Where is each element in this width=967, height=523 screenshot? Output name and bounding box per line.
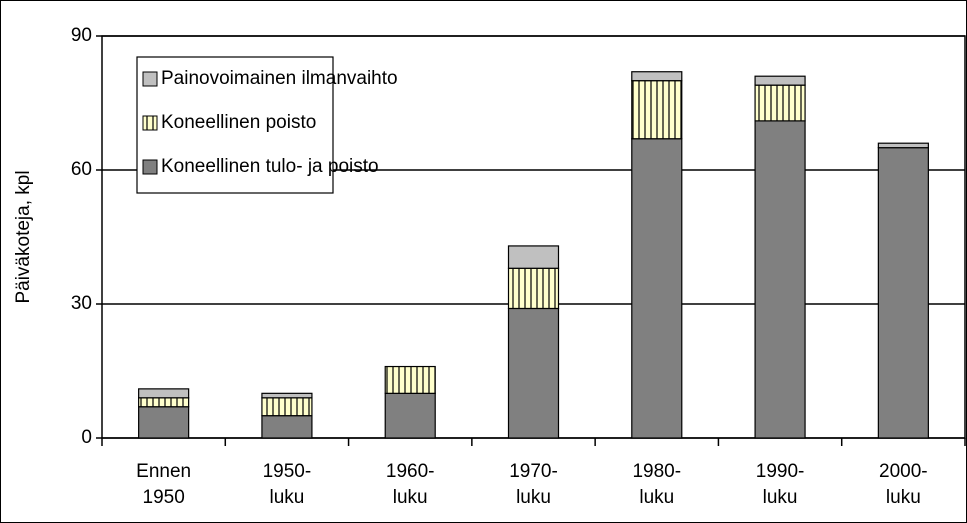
bar-segment [507, 245, 560, 269]
y-tick-label: 60 [71, 159, 92, 180]
bar-segment [384, 365, 436, 394]
y-tick-label: 90 [71, 25, 92, 46]
legend-label: Koneellinen tulo- ja poisto [161, 156, 379, 177]
bar-segment [507, 267, 560, 310]
bar-segment [631, 138, 683, 439]
bar-segment [261, 397, 313, 417]
bar-segment [754, 84, 806, 122]
legend-box [136, 56, 334, 194]
legend-swatch [142, 115, 158, 131]
bar-segment [754, 75, 806, 86]
bar-segment [877, 142, 929, 149]
y-tick-label: 30 [71, 293, 92, 314]
x-tick-label: 1970- luku [509, 461, 558, 508]
x-tick-label: 2000- luku [879, 461, 928, 508]
y-tick-label: 0 [81, 427, 92, 448]
bar-segment [754, 120, 806, 439]
bar-segment [261, 392, 313, 399]
legend-label: Painovoimainen ilmanvaihto [161, 68, 398, 89]
bar-segment [138, 397, 190, 408]
bar-segment [631, 80, 683, 140]
x-tick-label: 1990- luku [755, 461, 805, 508]
bar-segment [507, 307, 560, 439]
bar-segment [138, 406, 190, 439]
bar-segment [877, 147, 929, 439]
x-tick-label: 1960- luku [385, 461, 435, 508]
x-tick-label: Ennen 1950 [136, 461, 192, 508]
legend-label: Koneellinen poisto [161, 112, 316, 133]
x-tick-label: 1950- luku [262, 461, 312, 508]
bar-segment [261, 415, 313, 439]
bar-segment [384, 392, 436, 439]
y-axis-label: Päiväkoteja, kpl [13, 170, 34, 303]
legend-swatch [142, 159, 158, 175]
x-tick-label: 1980- luku [632, 461, 682, 508]
bar-segment [138, 388, 190, 399]
legend-swatch [142, 71, 158, 87]
bar-segment [631, 71, 683, 82]
